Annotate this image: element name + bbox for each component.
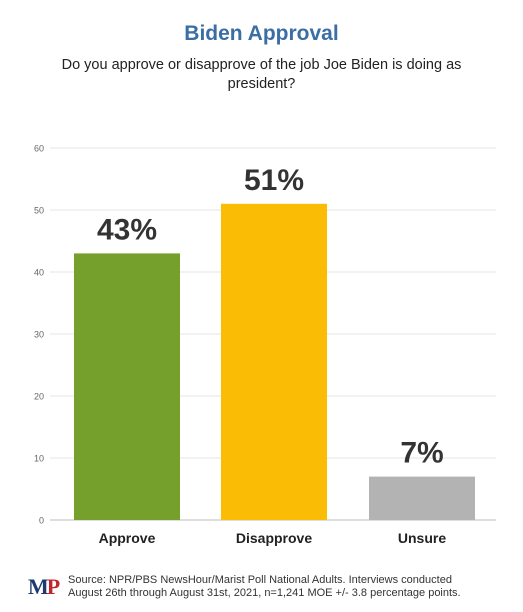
y-tick-label: 20 — [34, 392, 44, 402]
bar-chart: 0 10 20 30 40 50 60 43% Approve 51% Disapprove 7% Un… — [34, 144, 496, 546]
category-label-disapprove: Disapprove — [236, 530, 312, 546]
data-label-approve: 43% — [97, 213, 157, 246]
source-footer: MP Source: NPR/PBS NewsHour/Marist Poll … — [28, 572, 508, 604]
chart-title: Biden Approval — [184, 22, 339, 45]
marist-poll-logo: MP — [28, 574, 68, 600]
y-tick-label: 0 — [39, 516, 44, 526]
data-label-unsure: 7% — [400, 437, 443, 470]
data-label-disapprove: 51% — [244, 164, 304, 197]
y-tick-label: 40 — [34, 268, 44, 278]
logo-m: M — [28, 574, 49, 599]
bar-unsure — [369, 476, 475, 520]
category-label-unsure: Unsure — [398, 530, 446, 546]
source-line-1: Source: NPR/PBS NewsHour/Marist Poll Nat… — [68, 574, 452, 586]
bar-disapprove — [221, 203, 327, 521]
bar-approve — [74, 253, 180, 520]
source-text: Source: NPR/PBS NewsHour/Marist Poll Nat… — [68, 574, 508, 600]
y-tick-label: 60 — [34, 144, 44, 154]
category-label-approve: Approve — [99, 530, 156, 546]
logo-p: P — [46, 574, 61, 599]
y-tick-label: 10 — [34, 454, 44, 464]
y-tick-label: 50 — [34, 206, 44, 216]
y-tick-label: 30 — [34, 330, 44, 340]
source-line-2: August 26th through August 31st, 2021, n… — [68, 587, 461, 599]
chart-subtitle: Do you approve or disapprove of the job … — [61, 57, 462, 92]
